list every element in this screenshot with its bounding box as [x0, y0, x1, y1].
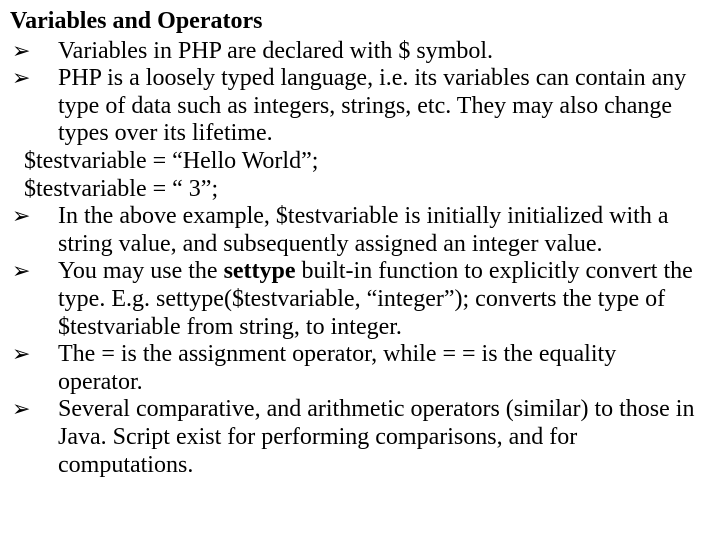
bullet-marker: ➢ — [10, 203, 58, 231]
slide-content: ➢ Variables in PHP are declared with $ sy… — [10, 38, 706, 480]
bullet-item: ➢ The = is the assignment operator, while… — [10, 341, 706, 396]
slide-title: Variables and Operators — [10, 8, 706, 36]
bullet-text: Several comparative, and arithmetic oper… — [58, 396, 706, 479]
code-line: $testvariable = “ 3”; — [10, 176, 706, 204]
arrow-icon: ➢ — [12, 396, 30, 422]
bullet-item: ➢ Variables in PHP are declared with $ sy… — [10, 38, 706, 66]
bullet-marker: ➢ — [10, 396, 58, 424]
code-line: $testvariable = “Hello World”; — [10, 148, 706, 176]
bullet-marker: ➢ — [10, 38, 58, 66]
arrow-icon: ➢ — [12, 203, 30, 229]
arrow-icon: ➢ — [12, 65, 30, 91]
bullet-marker: ➢ — [10, 258, 58, 286]
bullet-text: Variables in PHP are declared with $ sym… — [58, 38, 706, 66]
arrow-icon: ➢ — [12, 341, 30, 367]
bullet-text: In the above example, $testvariable is i… — [58, 203, 706, 258]
arrow-icon: ➢ — [12, 258, 30, 284]
bullet-marker: ➢ — [10, 65, 58, 93]
bullet-item: ➢ Several comparative, and arithmetic ope… — [10, 396, 706, 479]
bullet-text: The = is the assignment operator, while … — [58, 341, 706, 396]
bullet-marker: ➢ — [10, 341, 58, 369]
bullet-item: ➢ PHP is a loosely typed language, i.e. i… — [10, 65, 706, 148]
bullet-text: You may use the settype built-in functio… — [58, 258, 706, 341]
slide: Variables and Operators ➢ Variables in PH… — [0, 0, 720, 487]
bullet-item: ➢ In the above example, $testvariable is … — [10, 203, 706, 258]
arrow-icon: ➢ — [12, 38, 30, 64]
bullet-text: PHP is a loosely typed language, i.e. it… — [58, 65, 706, 148]
bullet-item: ➢ You may use the settype built-in functi… — [10, 258, 706, 341]
